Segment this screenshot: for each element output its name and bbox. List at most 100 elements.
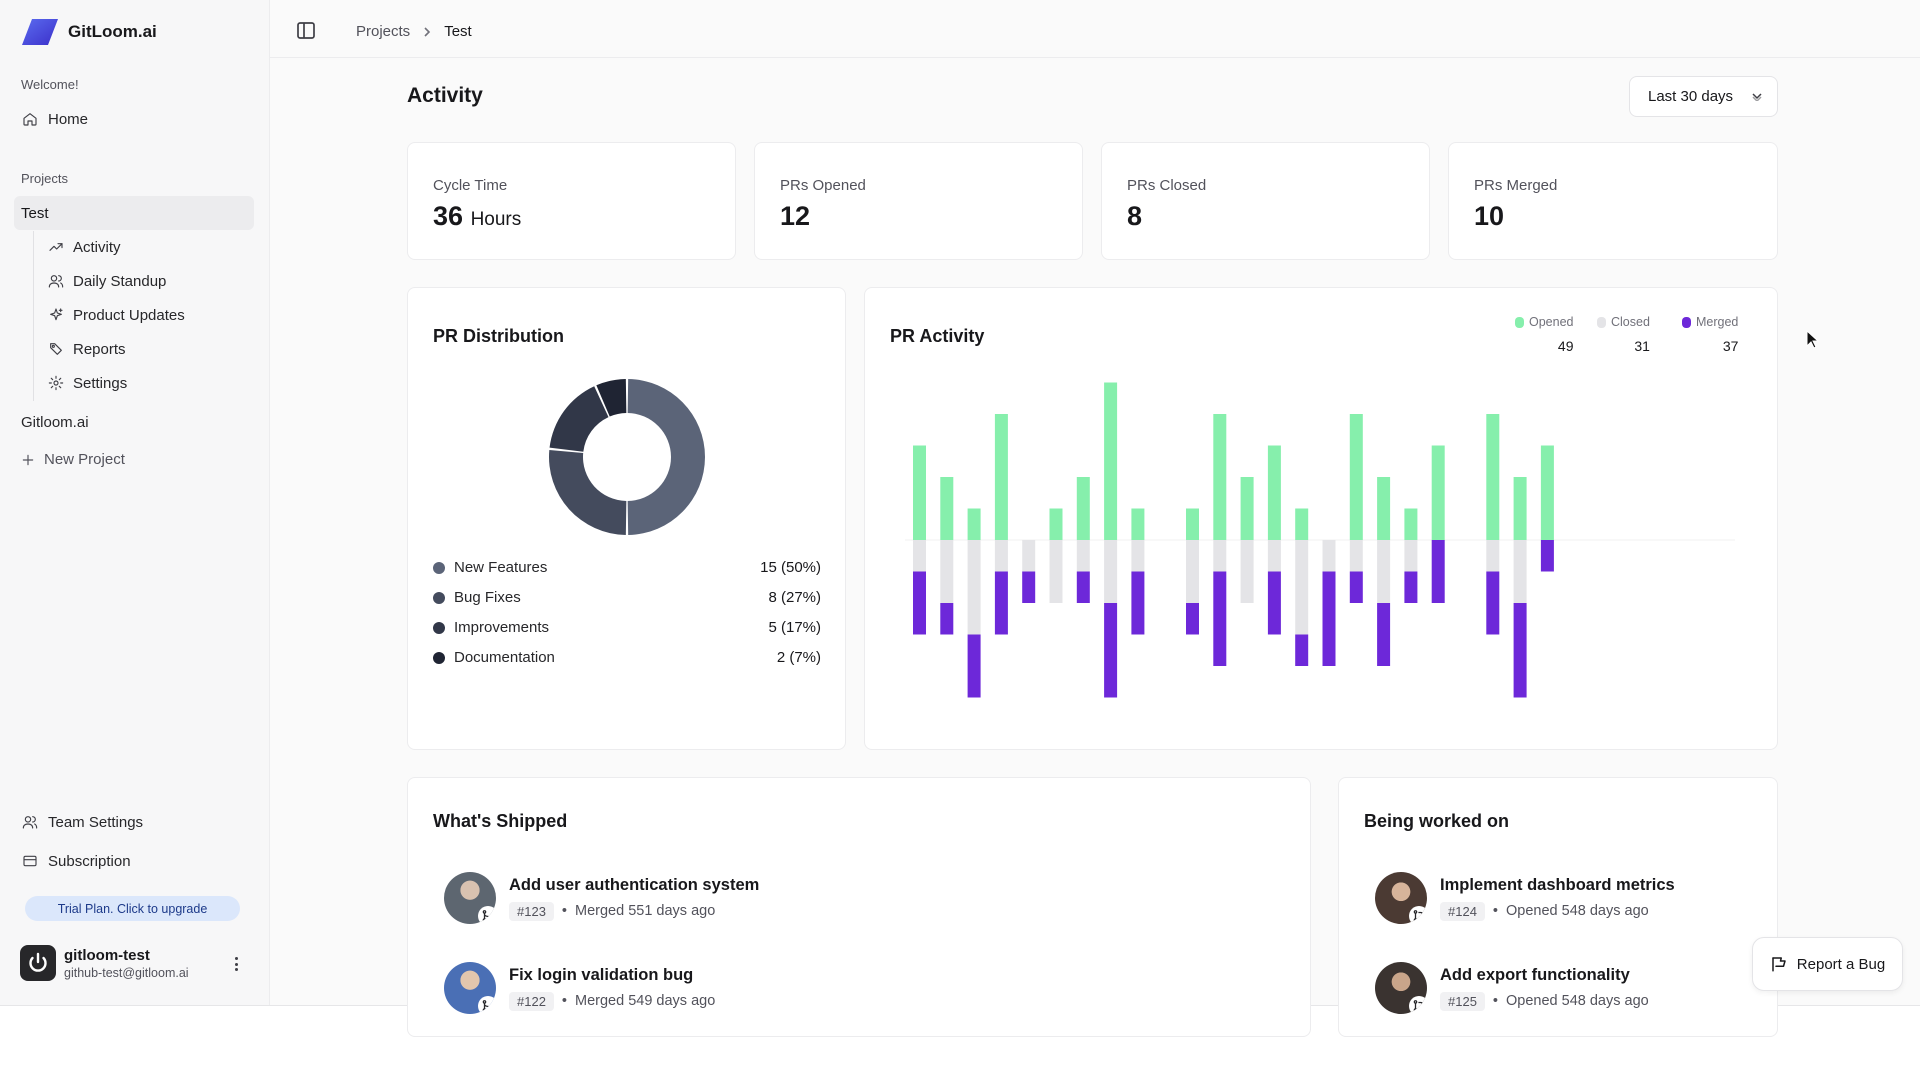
bar-closed[interactable] (1131, 540, 1145, 572)
bar-opened[interactable] (967, 508, 981, 541)
sidebar-item-label: Team Settings (48, 813, 144, 831)
list-item[interactable]: Add user authentication system #123 • Merg… (444, 872, 759, 924)
bar-merged[interactable] (1104, 603, 1118, 698)
main-content: Projects Test Activity Last 30 days Cycl… (270, 0, 1920, 1037)
bar-merged[interactable] (940, 603, 954, 635)
sidebar-item-team-settings[interactable]: Team Settings (14, 805, 254, 839)
sidebar-item-project-test[interactable]: Test (14, 196, 254, 230)
bar-closed[interactable] (1322, 540, 1336, 572)
bar-merged[interactable] (1213, 571, 1227, 667)
bar-closed[interactable] (1022, 540, 1036, 572)
bar-opened[interactable] (940, 477, 954, 540)
bar-merged[interactable] (1377, 603, 1391, 666)
bar-closed[interactable] (1104, 540, 1118, 603)
bar-closed[interactable] (1049, 540, 1063, 603)
bar-closed[interactable] (1240, 540, 1254, 603)
bar-merged[interactable] (967, 634, 981, 698)
bar-merged[interactable] (1295, 634, 1309, 667)
gitloom-logo-icon (22, 19, 58, 45)
bar-merged[interactable] (1322, 571, 1336, 667)
bar-merged[interactable] (1022, 571, 1036, 604)
sidebar-item-reports[interactable]: Reports (48, 333, 126, 365)
bar-merged[interactable] (1267, 571, 1281, 635)
sidebar-item-project-gitloom[interactable]: Gitloom.ai (21, 414, 89, 431)
bar-closed[interactable] (994, 540, 1008, 572)
bar-closed[interactable] (1513, 540, 1527, 603)
bar-opened[interactable] (1486, 414, 1500, 540)
sidebar-item-subscription[interactable]: Subscription (14, 844, 254, 878)
sidebar-item-product-updates[interactable]: Product Updates (48, 299, 185, 331)
bar-opened[interactable] (1213, 414, 1227, 540)
bar-closed[interactable] (1213, 540, 1227, 572)
trending-icon (49, 243, 63, 251)
sidebar-item-label: Settings (73, 374, 128, 392)
bar-opened[interactable] (1104, 382, 1118, 541)
bar-merged[interactable] (913, 571, 926, 635)
bar-merged[interactable] (1186, 603, 1199, 635)
new-project-button[interactable]: New Project (21, 451, 125, 468)
bar-closed[interactable] (913, 540, 926, 572)
bar-closed[interactable] (1076, 540, 1090, 572)
user-menu-icon[interactable] (228, 955, 244, 973)
bar-closed[interactable] (1295, 540, 1309, 635)
bar-opened[interactable] (1267, 445, 1281, 541)
bar-merged[interactable] (994, 571, 1008, 635)
bar-closed[interactable] (1404, 540, 1418, 572)
bar-opened[interactable] (1049, 508, 1063, 541)
bar-merged[interactable] (1404, 571, 1418, 604)
bar-closed[interactable] (940, 540, 954, 603)
bar-merged[interactable] (1076, 571, 1090, 604)
bar-opened[interactable] (994, 414, 1008, 540)
bar-closed[interactable] (1349, 540, 1363, 572)
bar-opened[interactable] (1540, 445, 1554, 541)
sidebar-item-activity[interactable]: Activity (48, 231, 121, 263)
list-item[interactable]: Implement dashboard metrics #124 • Opened … (1375, 872, 1675, 924)
bar-opened[interactable] (1349, 414, 1363, 540)
bar-opened[interactable] (1431, 445, 1445, 541)
breadcrumb-projects[interactable]: Projects (356, 23, 411, 40)
new-project-label: New Project (44, 451, 125, 468)
bar-opened[interactable] (1240, 477, 1254, 540)
bar-closed[interactable] (967, 540, 981, 635)
bar-merged[interactable] (1540, 540, 1554, 572)
bar-opened[interactable] (1131, 508, 1145, 541)
bar-closed[interactable] (1186, 540, 1199, 603)
sidebar-item-daily-standup[interactable]: Daily Standup (48, 265, 166, 297)
bar-closed[interactable] (1377, 540, 1391, 603)
bar-opened[interactable] (1513, 477, 1527, 540)
bar-merged[interactable] (1431, 540, 1445, 603)
bar-opened[interactable] (1377, 477, 1391, 540)
donut-slice-documentation[interactable] (596, 379, 627, 417)
sidebar-toggle-icon[interactable] (297, 22, 315, 39)
legend-value: 5 (17%) (768, 619, 821, 636)
legend-total: 31 (1634, 338, 1650, 354)
sidebar-item-settings[interactable]: Settings (48, 367, 127, 399)
report-icon (50, 343, 62, 355)
bar-opened[interactable] (1186, 508, 1199, 541)
bar-merged[interactable] (1513, 603, 1527, 698)
brand[interactable]: GitLoom.ai (22, 18, 157, 46)
donut-slice-improvements[interactable] (549, 386, 609, 452)
bar-closed[interactable] (1486, 540, 1500, 572)
list-item[interactable]: Fix login validation bug #122 • Merged 549… (444, 962, 715, 1014)
bar-closed[interactable] (1267, 540, 1281, 572)
sidebar-item-home[interactable]: Home (14, 102, 254, 136)
bar-opened[interactable] (1295, 508, 1309, 541)
bar-merged[interactable] (1349, 571, 1363, 604)
user-profile[interactable]: gitloom-test github-test@gitloom.ai (20, 945, 189, 981)
mouse-cursor-icon (1806, 330, 1820, 349)
bar-merged[interactable] (1486, 571, 1500, 635)
bar-opened[interactable] (1076, 477, 1090, 540)
donut-slice-bug-fixes[interactable] (549, 450, 627, 535)
bar-opened[interactable] (1404, 508, 1418, 541)
report-bug-button[interactable]: Report a Bug (1752, 937, 1903, 991)
donut-slice-new-features[interactable] (627, 379, 706, 535)
bar-opened[interactable] (913, 445, 926, 541)
brand-name: GitLoom.ai (68, 22, 157, 41)
date-range-select[interactable]: Last 30 days (1629, 76, 1778, 117)
power-icon (29, 952, 47, 972)
list-item[interactable]: Add export functionality #125 • Opened 548… (1375, 962, 1649, 1014)
trial-upgrade-banner[interactable]: Trial Plan. Click to upgrade (25, 896, 240, 921)
stat-label: PRs Opened (780, 177, 866, 194)
bar-merged[interactable] (1131, 571, 1145, 635)
